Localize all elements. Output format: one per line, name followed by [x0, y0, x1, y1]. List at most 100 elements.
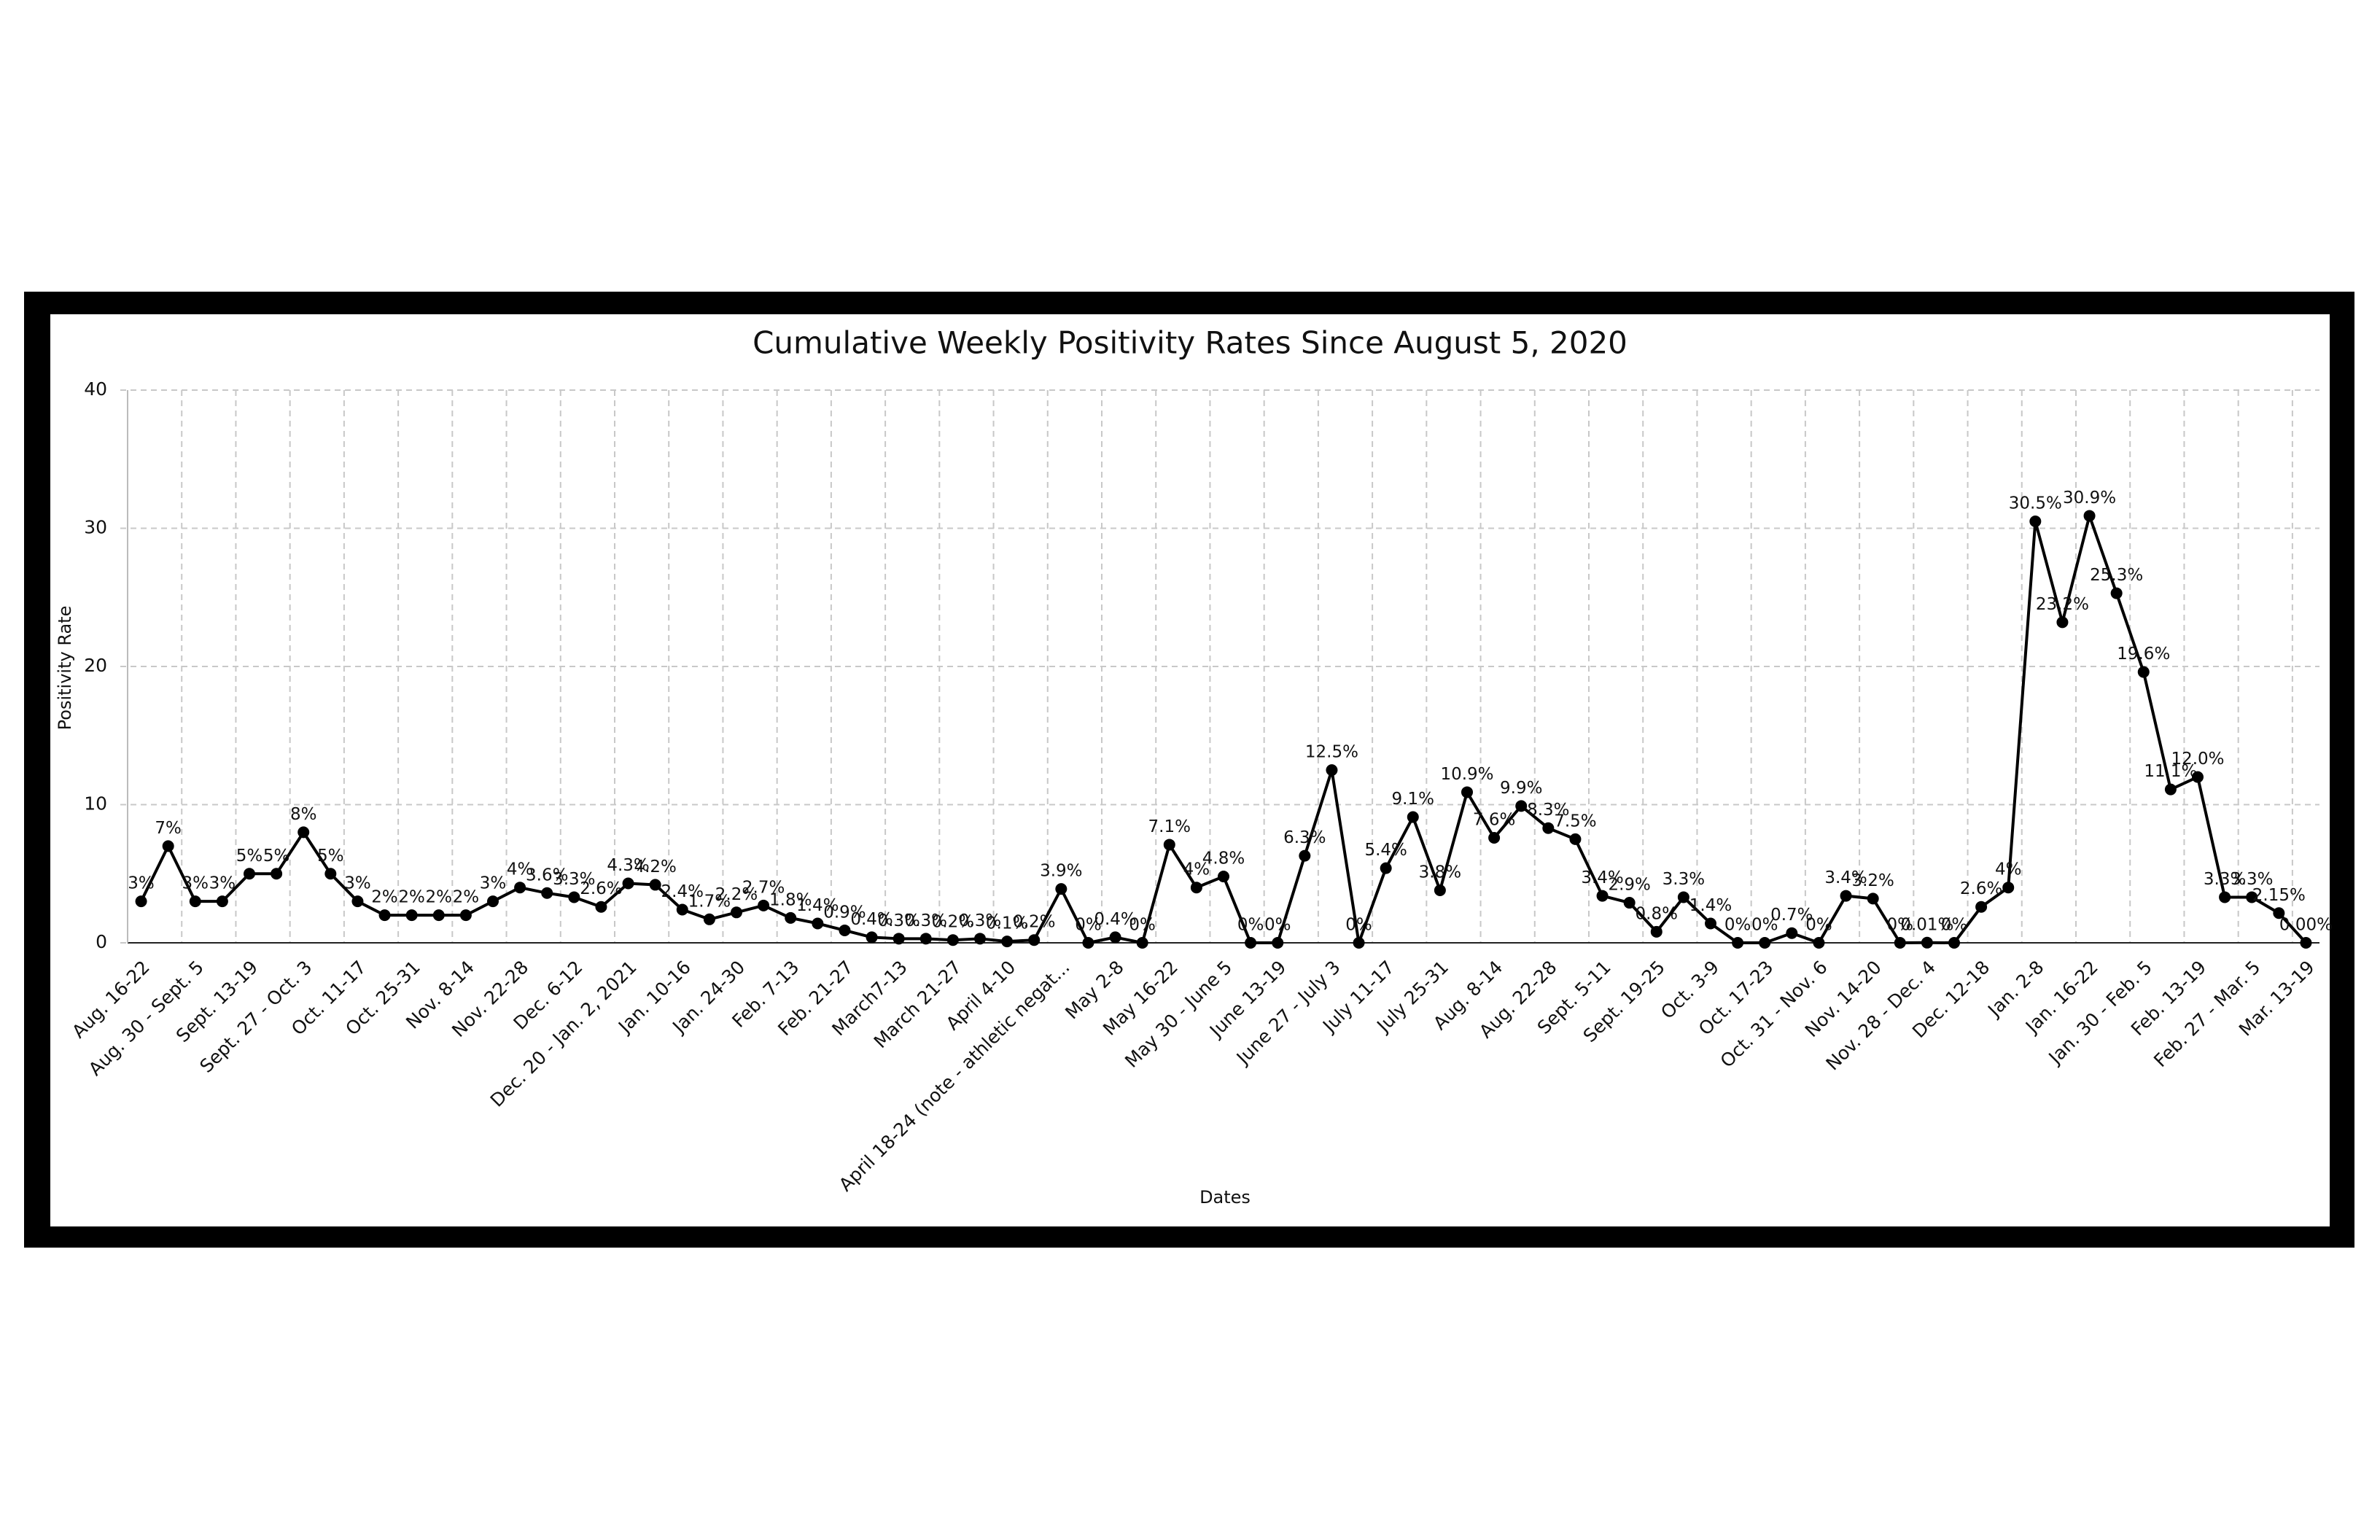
data-label: 0%	[1887, 916, 1914, 935]
marker	[162, 840, 174, 852]
data-label: 0%	[1941, 916, 1968, 935]
marker	[676, 903, 688, 916]
marker	[2246, 891, 2258, 903]
data-label: 5%	[263, 847, 290, 866]
marker	[1623, 897, 1636, 909]
data-label: 1.4%	[796, 896, 839, 915]
data-label: 25.3%	[2090, 566, 2143, 585]
marker	[1542, 822, 1555, 834]
marker	[2137, 666, 2150, 678]
data-label: 3.3%	[1662, 870, 1705, 889]
marker	[2219, 891, 2231, 903]
data-label: 30.5%	[2009, 494, 2062, 513]
data-label: 2.9%	[1608, 876, 1650, 895]
data-label: 6.3%	[1283, 828, 1326, 847]
data-label: 0%	[1237, 916, 1264, 935]
marker	[1245, 937, 1257, 949]
marker	[432, 909, 445, 922]
marker	[2056, 616, 2069, 629]
y-tick-label: 40	[84, 378, 107, 400]
data-label: 7.5%	[1554, 812, 1596, 831]
marker	[1867, 892, 1879, 905]
data-label: 4%	[507, 860, 534, 879]
marker	[1786, 927, 1798, 939]
data-label: 0.01%	[1900, 915, 1953, 934]
marker	[1569, 833, 1582, 845]
data-label: 7.1%	[1148, 817, 1191, 836]
marker	[1596, 890, 1609, 902]
marker	[1705, 917, 1716, 930]
marker	[2300, 937, 2312, 949]
data-label: 7.6%	[1473, 810, 1515, 829]
marker	[1948, 937, 1960, 949]
marker	[1677, 891, 1689, 903]
data-label: 2.6%	[1960, 879, 2002, 898]
data-label: 5.4%	[1364, 841, 1407, 860]
marker	[2164, 783, 2177, 796]
marker	[189, 895, 201, 908]
data-label: 0.00%	[2279, 916, 2333, 935]
data-label: 4.3%	[607, 856, 649, 875]
marker	[351, 895, 364, 908]
marker	[866, 931, 878, 944]
marker	[1272, 937, 1284, 949]
data-label: 0.2%	[1013, 913, 1055, 932]
data-label: 0.8%	[1636, 904, 1678, 923]
marker	[1353, 937, 1365, 949]
marker	[1055, 883, 1068, 895]
data-label: 0.1%	[986, 914, 1028, 933]
y-tick-label: 0	[96, 931, 107, 952]
marker	[812, 917, 824, 930]
data-label: 30.9%	[2063, 489, 2116, 508]
marker	[1759, 937, 1771, 949]
data-label: 2.7%	[742, 878, 785, 897]
marker	[2273, 907, 2285, 919]
marker	[1488, 831, 1501, 844]
marker	[541, 887, 553, 899]
marker	[568, 891, 580, 903]
data-label: 3.9%	[1040, 862, 1082, 881]
marker	[298, 826, 310, 839]
data-label: 12.0%	[2171, 750, 2224, 769]
data-label: 4%	[1183, 860, 1210, 879]
marker	[974, 933, 986, 945]
data-label: 0%	[1264, 916, 1291, 935]
marker	[703, 913, 715, 925]
data-label: 4%	[1995, 860, 2022, 879]
data-label: 3%	[128, 874, 155, 893]
data-label: 4.8%	[1202, 849, 1245, 868]
data-label: 0.4%	[1094, 910, 1136, 929]
marker	[405, 909, 418, 922]
marker	[2083, 510, 2096, 522]
data-label: 0.3%	[877, 911, 919, 930]
data-label: 11.1%	[2144, 762, 2197, 781]
marker	[2002, 882, 2015, 894]
y-tick-label: 10	[84, 793, 107, 814]
marker	[1109, 931, 1121, 944]
chart-area	[50, 314, 2330, 1226]
x-axis-label: Dates	[1199, 1187, 1251, 1208]
data-label: 3.3%	[553, 870, 595, 889]
marker	[2029, 516, 2042, 528]
marker	[758, 899, 770, 911]
marker	[1894, 937, 1906, 949]
y-axis-label: Positivity Rate	[55, 606, 75, 731]
marker	[1434, 884, 1446, 896]
marker	[1299, 849, 1311, 862]
marker	[892, 933, 905, 945]
data-label: 3%	[182, 874, 209, 893]
marker	[1163, 839, 1175, 851]
data-label: 0.2%	[932, 913, 974, 932]
marker	[1461, 786, 1473, 798]
data-label: 2.6%	[580, 879, 622, 898]
data-label: 5%	[317, 847, 344, 866]
marker	[324, 868, 337, 880]
marker	[1407, 811, 1419, 823]
data-label: 0.3%	[959, 911, 1001, 930]
marker	[622, 877, 634, 890]
data-label: 2.4%	[661, 882, 704, 901]
data-label: 7%	[155, 819, 182, 838]
data-label: 3.6%	[526, 866, 568, 884]
data-label: 23.2%	[2036, 595, 2089, 614]
